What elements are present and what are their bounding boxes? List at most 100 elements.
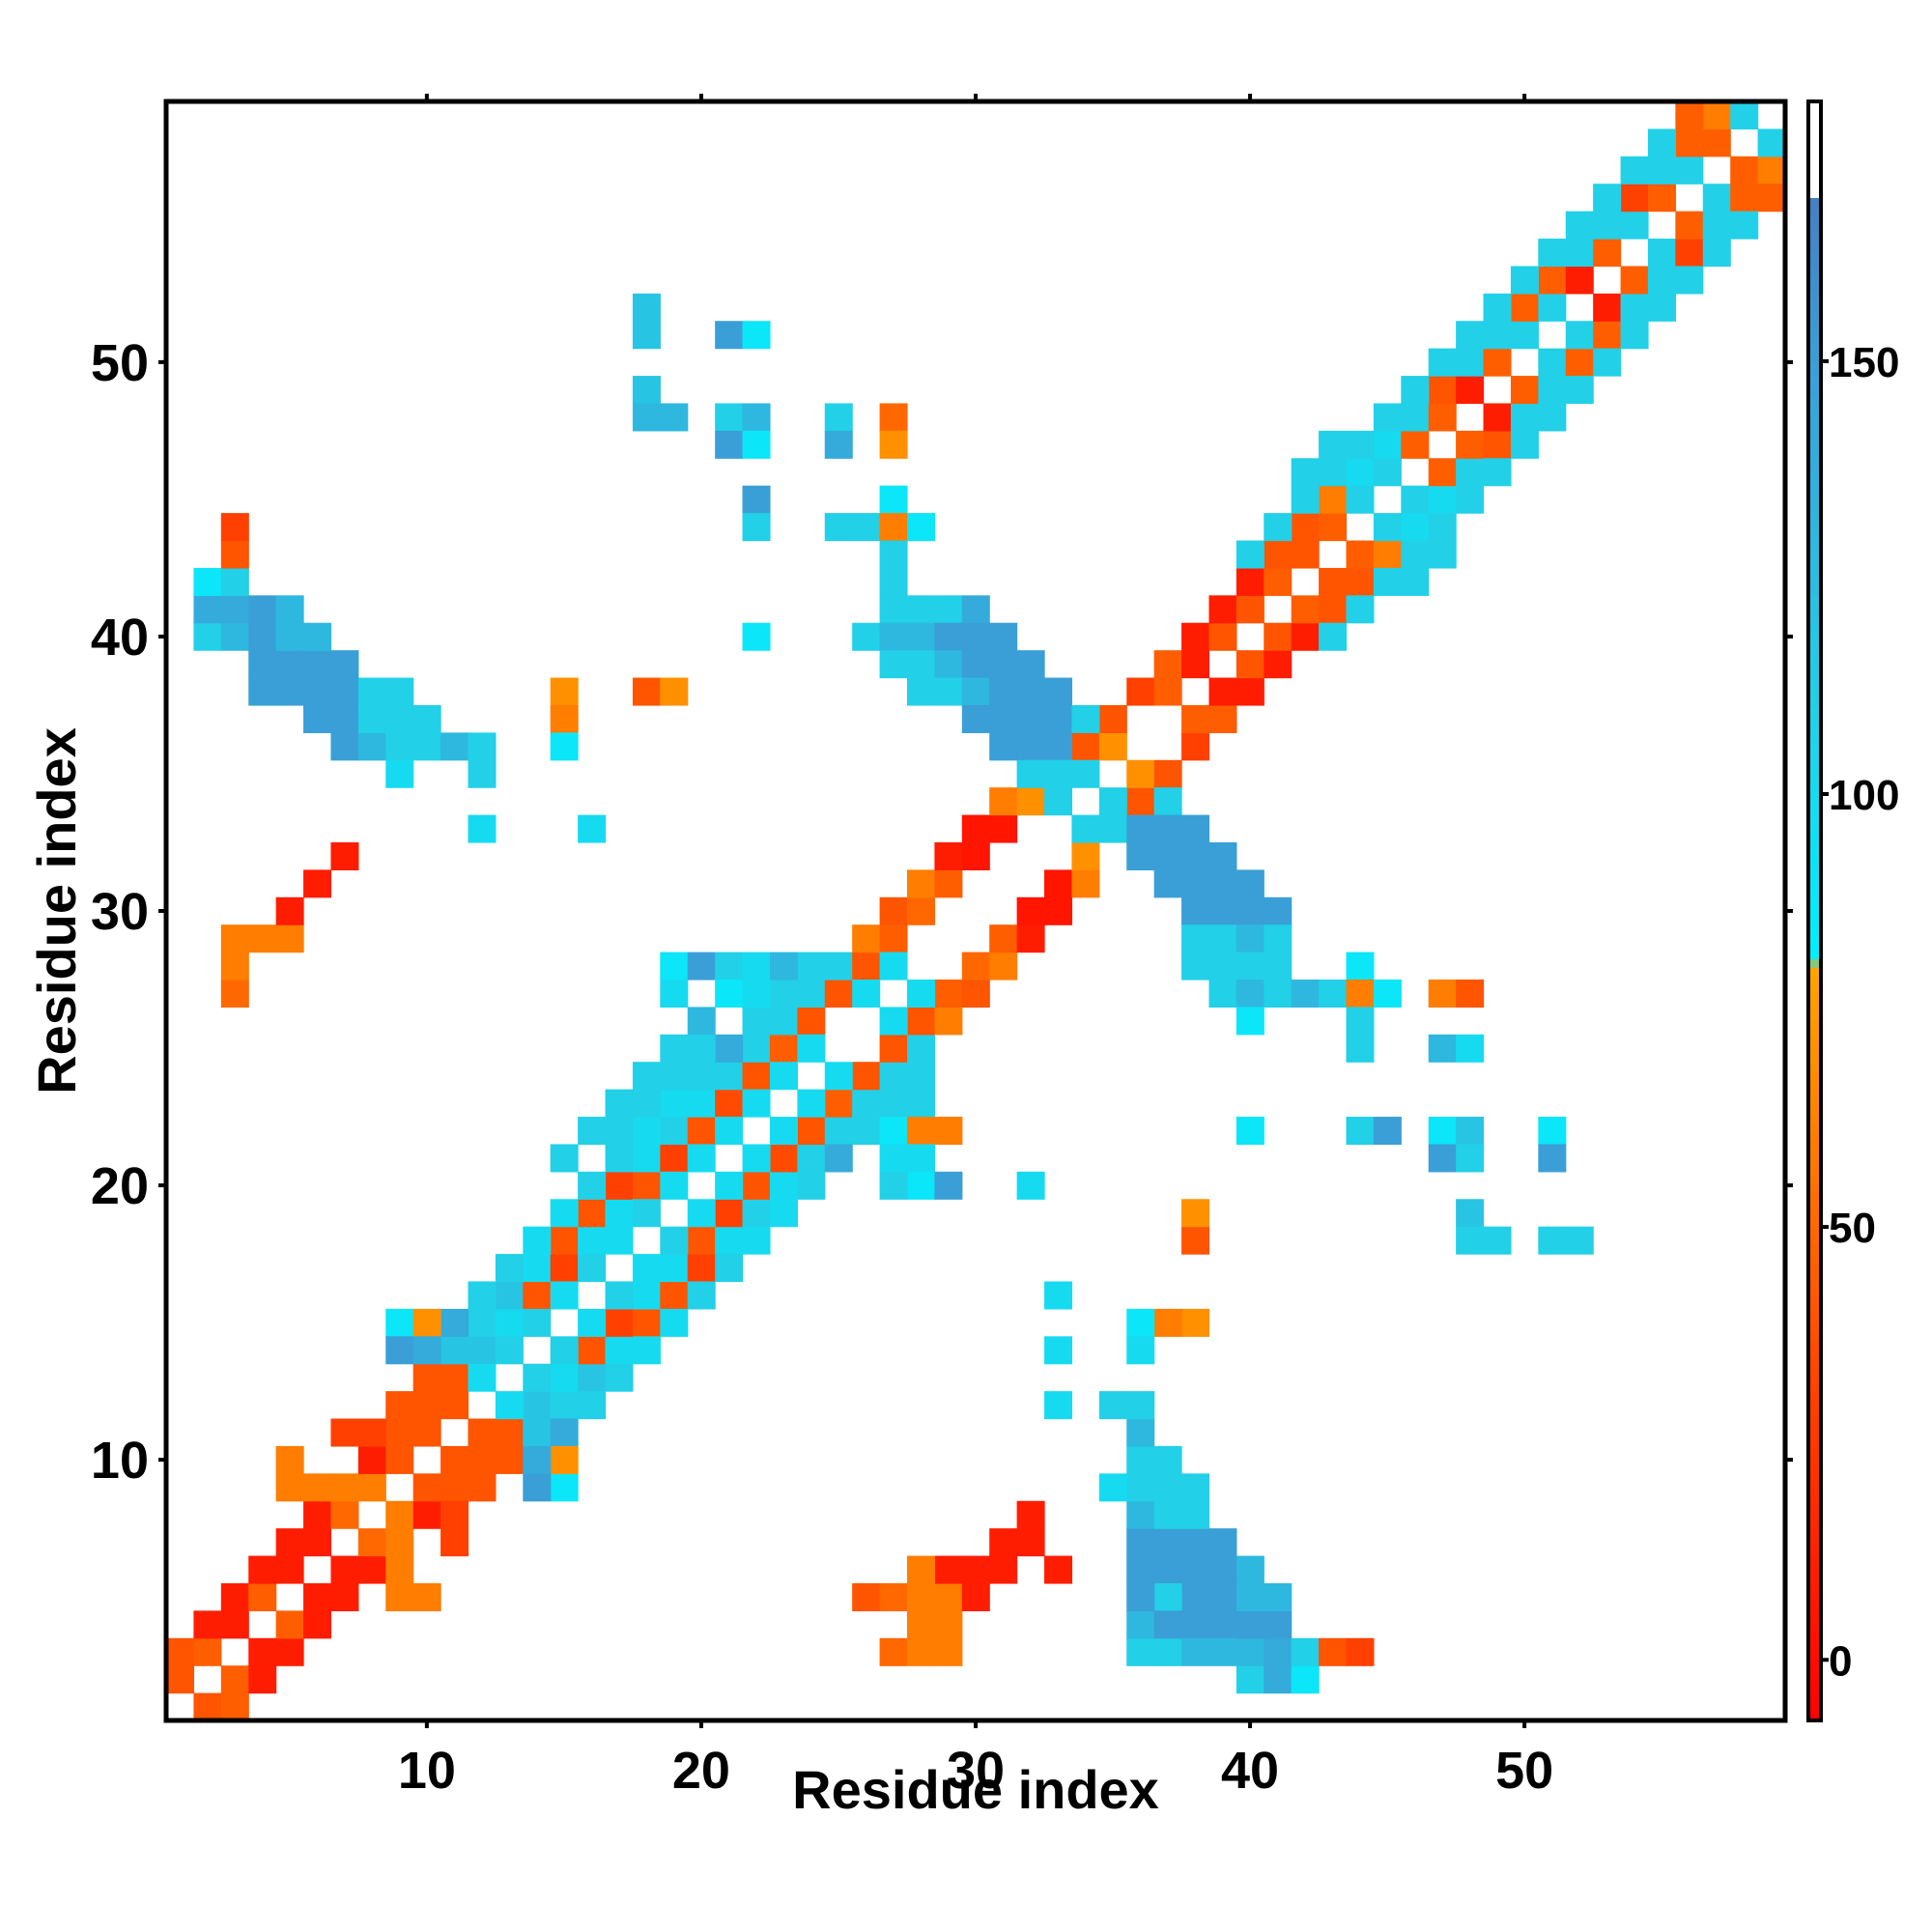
heatmap-cell <box>1016 1528 1045 1557</box>
colorbar-segment <box>1808 318 1821 327</box>
colorbar-segment <box>1808 508 1821 518</box>
colorbar-segment <box>1808 638 1821 648</box>
heatmap-cell <box>412 1582 441 1611</box>
heatmap-cell <box>1428 485 1457 514</box>
heatmap-cell <box>934 841 963 870</box>
heatmap-cell <box>1401 430 1430 459</box>
heatmap-cell <box>715 430 744 459</box>
colorbar-segment <box>1808 1122 1821 1133</box>
colorbar-segment <box>1808 360 1821 371</box>
colorbar-segment <box>1808 1062 1821 1072</box>
heatmap-cell <box>906 1171 935 1200</box>
heatmap-cell <box>357 1555 386 1584</box>
heatmap-cell <box>1428 1144 1457 1173</box>
colorbar-segment <box>1808 1461 1821 1470</box>
heatmap-cell <box>440 1391 469 1420</box>
heatmap-cell <box>824 513 853 542</box>
heatmap-cell <box>1181 841 1210 870</box>
heatmap-cell <box>248 1582 277 1611</box>
heatmap-cell <box>468 1281 497 1310</box>
heatmap-cell <box>1181 1528 1210 1557</box>
heatmap-cell <box>357 1473 386 1502</box>
heatmap-cell <box>220 567 249 596</box>
heatmap-cell <box>660 1226 689 1255</box>
heatmap-cell <box>1016 924 1045 953</box>
heatmap-cell <box>578 1363 607 1392</box>
heatmap-cell <box>1319 458 1348 487</box>
heatmap-cell <box>906 622 935 651</box>
heatmap-cell <box>193 1637 222 1666</box>
heatmap-cell <box>523 1418 552 1447</box>
heatmap-cell <box>852 622 881 651</box>
colorbar-segment <box>1808 889 1821 899</box>
heatmap-cell <box>660 952 689 980</box>
heatmap-cell <box>687 1089 716 1118</box>
heatmap-cell <box>1044 1281 1073 1310</box>
heatmap-cell <box>1675 266 1704 295</box>
heatmap-cell <box>1236 1555 1264 1584</box>
heatmap-cell <box>303 869 332 898</box>
colorbar-segment <box>1808 672 1821 683</box>
heatmap-cell <box>989 704 1018 733</box>
x-tick-label: 20 <box>672 1742 730 1800</box>
heatmap-cell <box>357 677 386 706</box>
y-tick-label: 20 <box>91 1157 149 1215</box>
colorbar-segment <box>1808 1599 1821 1609</box>
colorbar-segment <box>1808 794 1821 804</box>
heatmap-cell <box>660 1281 689 1310</box>
colorbar-segment <box>1808 1201 1821 1210</box>
heatmap-cell <box>523 1363 552 1392</box>
heatmap-cell <box>687 1117 716 1146</box>
heatmap-cell <box>385 704 414 733</box>
heatmap-cell <box>769 980 798 1009</box>
heatmap-cell <box>1153 759 1182 788</box>
heatmap-cell <box>961 704 990 733</box>
colorbar-segment <box>1808 1590 1821 1601</box>
heatmap-cell <box>1346 952 1375 980</box>
heatmap-cell <box>357 1418 386 1447</box>
heatmap-cell <box>1153 1637 1182 1666</box>
heatmap-cell <box>1126 1445 1155 1474</box>
colorbar-segment <box>1808 1278 1821 1289</box>
y-axis-title: Residue index <box>26 727 87 1094</box>
colorbar-segment <box>1808 1365 1821 1376</box>
heatmap-cell <box>1620 266 1649 295</box>
heatmap-cell <box>605 1226 634 1255</box>
heatmap-cell <box>1181 952 1210 980</box>
heatmap-cell <box>578 1336 607 1365</box>
colorbar-segment <box>1808 759 1821 769</box>
colorbar-segment <box>1808 1625 1821 1634</box>
heatmap-cell <box>605 1308 634 1337</box>
heatmap-cell <box>605 1144 634 1173</box>
heatmap-cell <box>1098 787 1127 816</box>
heatmap-cell <box>550 677 579 706</box>
colorbar-segment <box>1808 231 1821 241</box>
heatmap-cell <box>1538 239 1567 268</box>
heatmap-cell <box>1016 1171 1045 1200</box>
heatmap-cell <box>797 1089 826 1118</box>
heatmap-cell <box>632 1308 661 1337</box>
plot-frame <box>163 99 1788 1723</box>
heatmap-cell <box>1126 1500 1155 1529</box>
heatmap-cell <box>1208 896 1237 925</box>
colorbar-segment <box>1808 283 1821 293</box>
heatmap-cell <box>632 293 661 322</box>
colorbar-segment <box>1808 1581 1821 1592</box>
heatmap-cell <box>1319 567 1348 596</box>
heatmap-cell <box>1565 1226 1594 1255</box>
heatmap-cell <box>1757 184 1786 213</box>
heatmap-cell <box>468 814 497 843</box>
heatmap-cell <box>1730 101 1759 130</box>
heatmap-cell <box>1016 896 1045 925</box>
heatmap-cell <box>1730 184 1759 213</box>
heatmap-cell <box>1153 1528 1182 1557</box>
colorbar-segment <box>1808 439 1821 449</box>
x-tick-label: 50 <box>1495 1742 1553 1800</box>
colorbar-segment <box>1808 1564 1821 1575</box>
colorbar-segment <box>1808 1712 1821 1721</box>
heatmap-cell <box>248 650 277 679</box>
heatmap-cell <box>1538 403 1567 432</box>
heatmap-cell <box>303 1528 332 1557</box>
heatmap-cell <box>1126 1336 1155 1365</box>
heatmap-cell <box>220 1665 249 1694</box>
